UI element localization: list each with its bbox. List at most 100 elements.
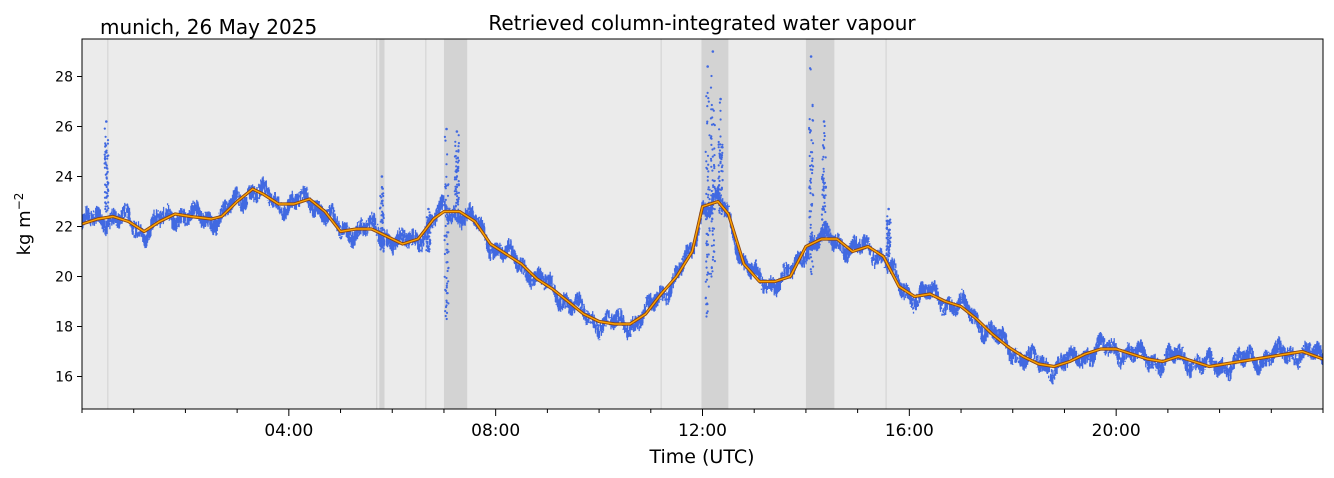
raw-point	[443, 234, 446, 237]
raw-point	[105, 166, 108, 170]
raw-point	[718, 188, 721, 191]
raw-point	[453, 176, 457, 179]
raw-point	[708, 134, 711, 137]
raw-point	[706, 154, 710, 157]
raw-point	[821, 227, 824, 230]
raw-point	[710, 207, 713, 210]
raw-point	[709, 117, 713, 120]
chart-title: Retrieved column-integrated water vapour	[488, 11, 916, 35]
raw-point	[824, 235, 827, 238]
raw-point	[381, 228, 384, 231]
raw-point	[704, 218, 708, 221]
raw-point	[888, 239, 891, 243]
raw-point	[427, 231, 430, 234]
raw-point	[104, 161, 107, 164]
raw-point	[379, 194, 382, 198]
raw-point	[824, 231, 827, 234]
raw-point	[810, 270, 813, 273]
raw-point	[706, 310, 709, 313]
raw-point	[105, 151, 108, 154]
raw-point	[809, 187, 812, 190]
raw-point	[705, 160, 708, 163]
raw-point	[711, 233, 714, 236]
raw-point	[446, 261, 449, 264]
raw-point	[710, 143, 713, 146]
raw-spike-top-1	[445, 127, 448, 131]
raw-point	[454, 170, 457, 173]
raw-point	[886, 232, 889, 235]
raw-point	[706, 255, 709, 258]
raw-point	[704, 280, 707, 283]
y-tick-label-26: 26	[55, 120, 73, 136]
raw-point	[457, 203, 460, 206]
plot-area	[81, 38, 1324, 410]
raw-point	[712, 184, 715, 187]
raw-point	[709, 136, 712, 139]
raw-point	[718, 197, 721, 200]
raw-point	[379, 235, 383, 238]
shaded-interval-0	[379, 39, 385, 409]
smooth-line-layer	[81, 187, 1324, 369]
raw-point	[445, 286, 448, 289]
y-axis-label-sup: −2	[12, 193, 26, 211]
raw-point	[712, 207, 715, 210]
raw-point	[717, 140, 720, 144]
raw-point	[821, 178, 824, 181]
raw-point	[104, 207, 107, 211]
raw-point	[811, 119, 814, 122]
raw-point	[809, 253, 812, 256]
raw-point	[888, 248, 891, 251]
raw-point	[720, 212, 723, 216]
raw-point	[718, 154, 721, 157]
raw-point	[107, 207, 110, 210]
raw-point	[381, 204, 385, 207]
raw-spike-top-9	[427, 207, 430, 211]
raw-point	[104, 155, 107, 158]
raw-point	[381, 238, 384, 241]
y-tick-label-16: 16	[55, 370, 73, 386]
raw-spike-1	[443, 127, 450, 321]
raw-point	[711, 227, 714, 230]
raw-point	[712, 255, 715, 259]
raw-point	[426, 220, 429, 223]
raw-point	[712, 239, 716, 242]
raw-point	[103, 196, 107, 199]
raw-point	[382, 192, 385, 195]
raw-point	[445, 184, 448, 187]
raw-point	[455, 175, 459, 178]
raw-point	[443, 239, 446, 242]
raw-point	[706, 253, 709, 256]
raw-point	[707, 193, 710, 196]
raw-point	[457, 198, 460, 201]
raw-point	[382, 213, 385, 216]
raw-point	[457, 134, 460, 137]
raw-point	[711, 155, 714, 158]
raw-point	[889, 218, 892, 221]
raw-point	[708, 227, 711, 230]
raw-point	[446, 194, 450, 197]
raw-point	[712, 185, 715, 189]
raw-point	[822, 205, 825, 208]
raw-point	[811, 238, 815, 241]
raw-point	[710, 108, 713, 111]
x-tick-label-8: 08:00	[471, 421, 520, 441]
raw-point	[711, 217, 714, 220]
raw-point	[380, 218, 383, 221]
raw-point	[809, 268, 812, 271]
raw-point	[429, 231, 432, 234]
raw-point	[713, 154, 716, 157]
raw-point	[106, 209, 109, 212]
raw-point	[809, 151, 813, 154]
raw-point	[808, 118, 811, 121]
raw-spike-10	[885, 207, 892, 258]
raw-point	[713, 124, 716, 127]
raw-point	[444, 224, 447, 228]
raw-point	[426, 216, 429, 219]
raw-point	[720, 156, 723, 159]
raw-point	[445, 213, 449, 216]
raw-point	[709, 157, 713, 160]
raw-point	[706, 271, 710, 274]
raw-point	[811, 157, 814, 160]
raw-point	[381, 245, 384, 248]
raw-point	[822, 167, 825, 170]
